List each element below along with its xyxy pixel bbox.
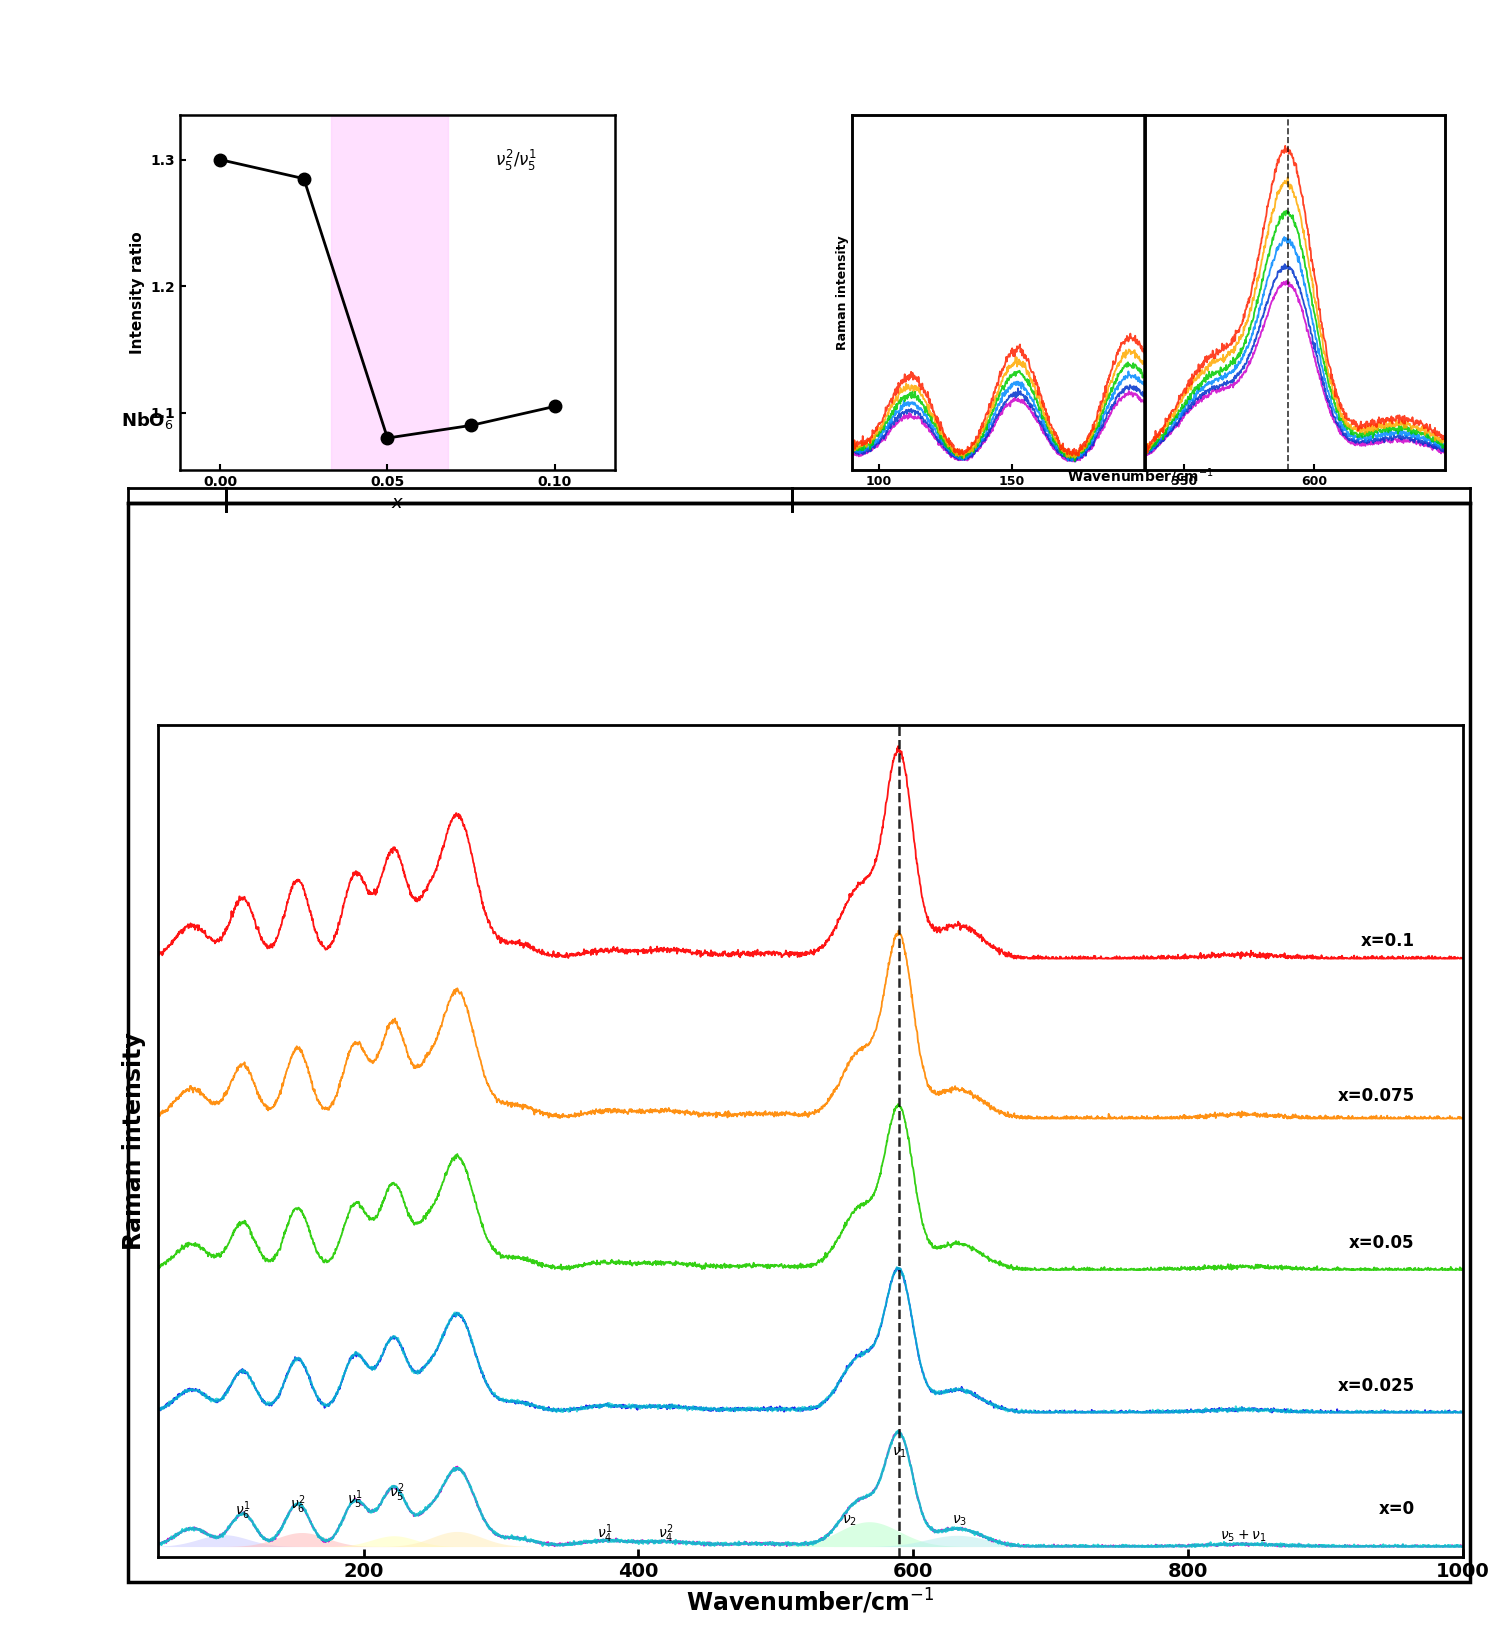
Text: $\nu_4^2$: $\nu_4^2$ [658, 1523, 674, 1544]
Text: Wavenumber/cm$^{-1}$: Wavenumber/cm$^{-1}$ [1066, 466, 1214, 486]
Y-axis label: Raman intensity: Raman intensity [836, 236, 849, 349]
Text: $\nu_6^1$: $\nu_6^1$ [236, 1500, 250, 1523]
Text: $\nu_2$: $\nu_2$ [843, 1515, 858, 1528]
Text: NbO$_6$ rot: NbO$_6$ rot [122, 410, 210, 430]
Text: stretching: stretching [1066, 405, 1196, 425]
Text: $\nu_5^2/\nu_5^1$: $\nu_5^2/\nu_5^1$ [495, 148, 537, 173]
Y-axis label: Raman intensity: Raman intensity [123, 1032, 147, 1251]
Y-axis label: Intensity ratio: Intensity ratio [130, 231, 146, 354]
Text: $\nu_3$: $\nu_3$ [952, 1515, 968, 1528]
Text: $\nu_1$: $\nu_1$ [892, 1445, 908, 1460]
Text: x=0.075: x=0.075 [1338, 1088, 1414, 1106]
X-axis label: $x$: $x$ [392, 494, 404, 513]
Bar [330, 115, 447, 470]
X-axis label: Wavenumber/cm$^{-1}$: Wavenumber/cm$^{-1}$ [686, 1587, 934, 1617]
Text: $\nu_6^2$: $\nu_6^2$ [290, 1493, 306, 1516]
Text: x=0.05: x=0.05 [1348, 1234, 1414, 1252]
Text: x=0.1: x=0.1 [1360, 931, 1414, 949]
Text: $\nu_4^1$: $\nu_4^1$ [597, 1523, 613, 1544]
Text: x=0: x=0 [1378, 1500, 1414, 1518]
Text: $\nu_5^1$: $\nu_5^1$ [348, 1488, 363, 1511]
Text: $\nu_5^2$: $\nu_5^2$ [388, 1482, 405, 1505]
Text: x=0.025: x=0.025 [1338, 1378, 1414, 1394]
Text: $\nu_5+\nu_1$: $\nu_5+\nu_1$ [1220, 1529, 1266, 1544]
Text: bending: bending [458, 405, 560, 425]
